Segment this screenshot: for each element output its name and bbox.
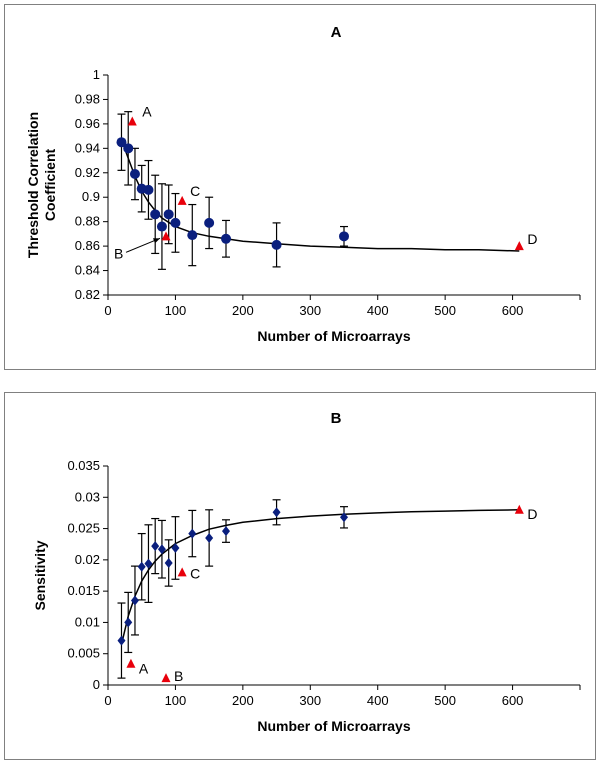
chart-a-fit-curve [120,139,520,252]
chart-a-special-point-c [177,195,187,205]
chart-b-special-label-a: A [139,661,149,677]
chart-a-special-label-b: B [114,245,123,261]
chart-a-special-point-a [127,116,137,126]
chart-a-y-tick-label: 0.92 [75,165,100,180]
chart-b-x-tick-label: 300 [299,693,321,708]
chart-a-special-point-b [161,231,171,241]
chart-b-special-point-d [514,504,524,514]
chart-a-x-axis-label: Number of Microarrays [257,328,410,344]
chart-a: A A0.820.840.860.880.90.920.940.960.9810… [25,24,581,344]
chart-panel-a: A A0.820.840.860.880.90.920.940.960.9810… [4,4,596,370]
chart-b-x-tick-label: 500 [434,693,456,708]
chart-b-data-point [144,558,153,569]
chart-a-y-tick-label: 0.86 [75,238,100,253]
chart-b-data-point [164,557,173,568]
chart-a-data-point [163,209,174,220]
chart-a-data-point [187,230,198,241]
chart-b-data-point [188,528,197,539]
chart-a-data-point [116,137,127,148]
chart-panel-b: B B 0 0.005 0.01 0.015 0.02 0.025 0.03 0.035 0 100… [4,392,596,760]
chart-b-y-tick-label: 0.005 [67,646,100,661]
chart-a-special-label-a: A [142,103,152,119]
chart-a-data-point [123,143,134,154]
chart-a-data-point [143,184,154,195]
chart-b-title: B [331,410,342,427]
chart-b-y-tick-label: 0 [93,677,100,692]
chart-b-y-tick-label: 0.03 [75,489,100,504]
chart-a-y-tick-label: 0.94 [75,140,100,155]
chart-a-x-tick-label: 400 [367,303,389,318]
chart-b-special-label-b: B [174,668,183,684]
chart-b-x-tick-label: 200 [232,693,254,708]
chart-b-data-point [205,532,214,543]
chart-a-data-point [271,239,282,250]
chart-a-data-point [156,221,167,232]
chart-a-data-point [150,209,161,220]
chart-b-data-point [130,595,139,606]
chart-a-x-tick-label: 200 [232,303,254,318]
chart-a-y-axis-label: Threshold CorrelationCoefficient [25,112,58,258]
chart-b-special-label-d: D [527,506,537,522]
chart-a-y-tick-label: 0.84 [75,263,100,278]
chart-a-special-label-c: C [190,183,200,199]
chart-b-data-point [171,542,180,553]
chart-b-y-tick-label: 0.025 [67,521,100,536]
chart-b-y-tick-label: 0.015 [67,583,100,598]
chart-b-x-axis-label: Number of Microarrays [257,718,410,734]
chart-b-x-tick-label: 100 [165,693,187,708]
chart-a-y-axis-label-line: Threshold Correlation [25,112,41,258]
chart-b-special-label-c: C [190,565,200,581]
chart-a-x-tick-label: 300 [299,303,321,318]
chart-b-x-tick-label: 0 [104,693,111,708]
chart-a-x-tick-label: 0 [104,303,111,318]
chart-b-x-tick-label: 400 [367,693,389,708]
chart-b-special-point-b [161,673,171,683]
chart-b-data-point [137,561,146,572]
chart-a-data-point [204,217,215,228]
chart-b-data-point [272,507,281,518]
chart-b-special-point-a [126,658,136,668]
chart-b-data-point [222,526,230,537]
chart-a-y-tick-label: 0.96 [75,116,100,131]
chart-b-y-tick-label: 0.02 [75,552,100,567]
chart-b-y-tick-label: 0.035 [67,458,100,473]
chart-b-fit-curve [120,509,520,645]
chart-b: B B 0 0.005 0.01 0.015 0.02 0.025 0.03 0.035 0 100… [32,410,581,734]
chart-b-y-tick-label: 0.01 [75,614,100,629]
chart-a-x-tick-label: 100 [165,303,187,318]
chart-a-special-point-d [514,241,524,251]
chart-b-x-tick-label: 600 [502,693,524,708]
chart-a-arrow-head [152,238,160,244]
chart-a-x-tick-label: 600 [502,303,524,318]
chart-b-y-axis-label: Sensitivity [32,540,48,610]
chart-a-special-label-d: D [527,231,537,247]
chart-b-data-point [117,635,126,646]
chart-a-y-tick-label: 0.9 [82,189,100,204]
chart-a-y-axis-label-line: Coefficient [42,148,58,221]
chart-a-title: A [331,24,342,41]
chart-b-data-point [157,544,166,555]
chart-a-data-point [339,231,349,242]
chart-a-y-tick-label: 1 [93,67,100,82]
chart-a-y-tick-label: 0.98 [75,91,100,106]
chart-b-data-point [340,512,348,523]
chart-a-data-point [129,169,140,179]
chart-a-x-tick-label: 500 [434,303,456,318]
chart-a-data-point [170,217,181,228]
chart-a-data-point [221,233,231,244]
chart-a-y-tick-label: 0.88 [75,214,100,229]
chart-b-special-point-c [177,567,187,577]
chart-b-data-point [151,541,160,552]
chart-a-y-tick-label: 0.82 [75,287,100,302]
chart-b-data-point [124,617,133,628]
